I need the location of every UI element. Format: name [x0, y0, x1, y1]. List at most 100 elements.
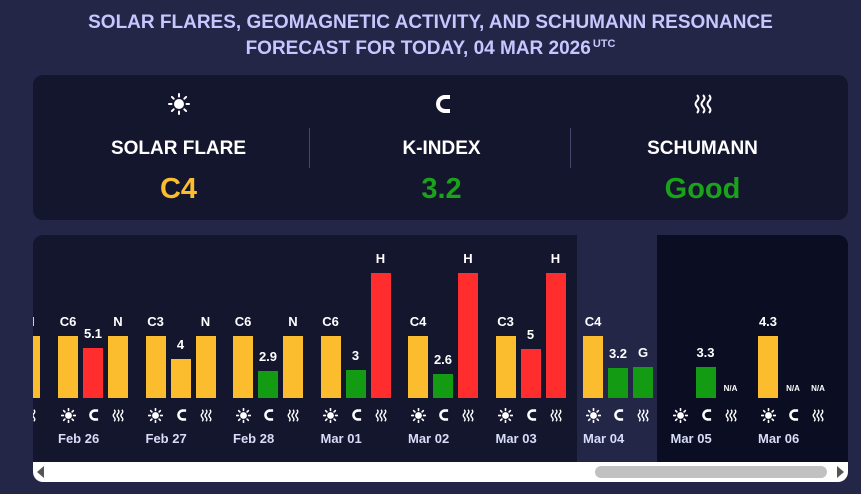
- bar-label-schumann: G: [637, 345, 649, 360]
- bar-label-flare: C4: [409, 314, 427, 329]
- bar-label-schumann: N/A: [723, 384, 738, 393]
- summary-k-index-label: K-INDEX: [402, 138, 481, 159]
- bar-schumann-feb-27: [195, 336, 216, 398]
- bar-label-flare: C6: [322, 314, 339, 329]
- bar-label-kindex: 3.3: [696, 345, 715, 360]
- bar-label-previous-day: N: [33, 314, 50, 329]
- bar-label-schumann: N: [200, 314, 211, 329]
- scrollbar-thumb[interactable]: [595, 466, 827, 478]
- summary-solar-flare: SOLAR FLARE C4: [46, 75, 311, 220]
- scroll-left-arrow[interactable]: [37, 466, 44, 478]
- bar-schumann-mar-01: [370, 273, 391, 398]
- bar-flare-feb-27: [145, 336, 166, 398]
- date-label: Feb 26: [58, 431, 100, 446]
- magnet-icon: [346, 407, 366, 423]
- bar-label-schumann: N/A: [811, 384, 825, 393]
- bar-label-kindex: N/A: [786, 384, 800, 393]
- bar-label-kindex: 3.2: [608, 346, 628, 361]
- summary-schumann: SCHUMANN Good: [570, 75, 835, 220]
- bar-kindex-mar-04: [608, 368, 628, 398]
- bar-kindex-mar-05: [695, 367, 716, 398]
- bar-schumann-mar-02: [458, 273, 478, 398]
- bar-label-schumann: H: [463, 251, 473, 266]
- summary-schumann-value: Good: [664, 173, 741, 205]
- bar-label-schumann: H: [375, 251, 386, 266]
- bar-label-flare: C6: [234, 314, 252, 329]
- waves-icon: [283, 407, 303, 423]
- bar-label-flare: C4: [584, 314, 602, 329]
- magnet-icon: [608, 407, 628, 423]
- bar-schumann-feb-28: [283, 336, 303, 398]
- waves-icon: [570, 93, 835, 115]
- title-line-2: FORECAST FOR TODAY, 04 MAR 2026 UTC: [0, 36, 861, 64]
- horizontal-scrollbar[interactable]: [33, 462, 848, 482]
- bar-kindex-feb-26: [83, 348, 103, 398]
- waves-icon: [808, 407, 828, 423]
- waves-icon: [33, 407, 40, 423]
- waves-icon: [633, 407, 653, 423]
- summary-k-index: K-INDEX 3.2: [309, 75, 574, 220]
- date-label: Feb 28: [233, 431, 275, 446]
- title-date: FORECAST FOR TODAY, 04 MAR 2026: [245, 38, 591, 59]
- bar-flare-mar-04: [583, 336, 603, 398]
- waves-icon: [546, 407, 566, 423]
- bar-label-flare: C3: [147, 314, 164, 329]
- summary-k-index-value: 3.2: [421, 173, 462, 205]
- date-label: Mar 02: [408, 431, 450, 446]
- date-label: Mar 05: [670, 431, 712, 446]
- bar-previous-day: [33, 336, 40, 398]
- title-timezone: UTC: [592, 38, 616, 50]
- bar-label-schumann: N: [288, 314, 298, 329]
- bar-flare-mar-06: [758, 336, 778, 398]
- bar-kindex-feb-28: [258, 371, 278, 398]
- sun-icon: [58, 407, 78, 423]
- forecast-region: [657, 235, 848, 462]
- title-line-1: SOLAR FLARES, GEOMAGNETIC ACTIVITY, AND …: [88, 12, 773, 33]
- bar-label-flare: 4.3: [758, 314, 778, 329]
- waves-icon: [458, 407, 478, 423]
- bar-kindex-feb-27: [170, 359, 191, 398]
- bar-flare-mar-02: [408, 336, 428, 398]
- magnet-icon: [309, 93, 574, 115]
- page-title: SOLAR FLARES, GEOMAGNETIC ACTIVITY, AND …: [0, 10, 861, 64]
- bar-schumann-mar-04: [633, 367, 653, 398]
- bar-label-kindex: 2.9: [258, 349, 278, 364]
- sun-icon: [758, 407, 778, 423]
- summary-solar-flare-value: C4: [159, 173, 198, 205]
- bar-label-schumann: H: [550, 251, 561, 266]
- summary-solar-flare-label: SOLAR FLARE: [110, 138, 247, 159]
- bar-label-kindex: 2.6: [433, 352, 453, 367]
- bar-label-flare: C6: [59, 314, 77, 329]
- sun-icon: [321, 407, 341, 423]
- sun-icon: [233, 407, 253, 423]
- date-label: Mar 01: [320, 431, 362, 446]
- bar-label-schumann: N: [113, 314, 123, 329]
- magnet-icon: [258, 407, 278, 423]
- magnet-icon: [83, 407, 103, 423]
- bar-label-kindex: 3: [351, 348, 360, 363]
- bar-kindex-mar-03: [520, 349, 541, 398]
- today-summary-card: SOLAR FLARE C4 K-INDEX 3.2 SCHUMANN Good: [33, 75, 848, 220]
- bar-flare-mar-01: [320, 336, 341, 398]
- magnet-icon: [521, 407, 541, 423]
- bar-schumann-feb-26: [108, 336, 128, 398]
- waves-icon: [721, 407, 741, 423]
- bar-kindex-mar-01: [345, 370, 366, 398]
- divider: [570, 128, 571, 168]
- magnet-icon: [783, 407, 803, 423]
- date-label: Feb 27: [145, 431, 187, 446]
- magnet-icon: [696, 407, 716, 423]
- bar-label-kindex: 5.1: [83, 326, 103, 341]
- bar-flare-feb-28: [233, 336, 253, 398]
- bar-flare-mar-03: [495, 336, 516, 398]
- sun-icon: [583, 407, 603, 423]
- bar-label-flare: C3: [497, 314, 514, 329]
- date-label: Mar 03: [495, 431, 537, 446]
- date-label: Mar 06: [758, 431, 800, 446]
- sun-icon: [46, 93, 311, 115]
- scroll-right-arrow[interactable]: [837, 466, 844, 478]
- bar-label-kindex: 4: [176, 337, 185, 352]
- bar-flare-feb-26: [58, 336, 78, 398]
- bar-kindex-mar-02: [433, 374, 453, 398]
